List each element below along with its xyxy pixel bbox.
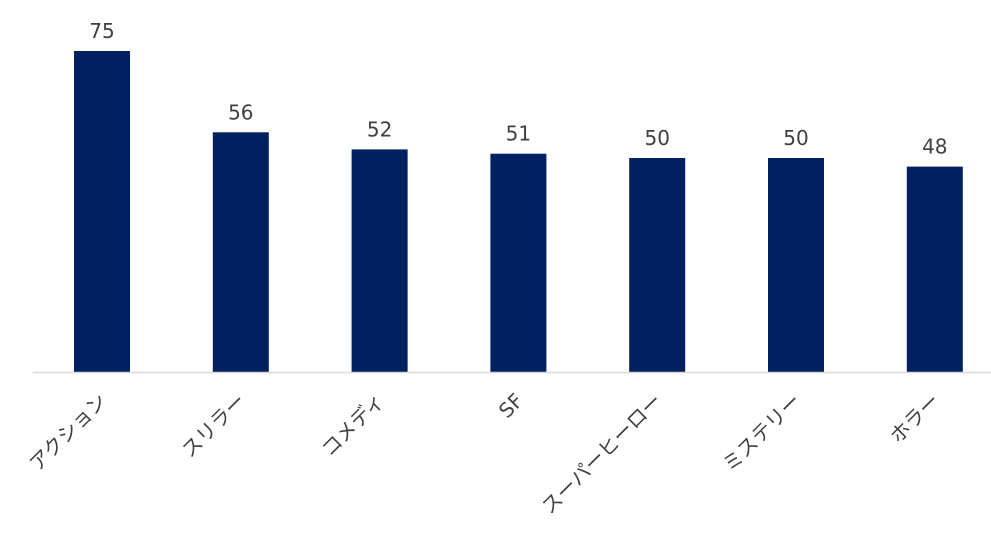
value-label-0: 75 — [89, 19, 114, 43]
category-label-6: ホラー — [885, 389, 944, 448]
category-label-0: アクション — [25, 389, 112, 476]
bar-2 — [351, 149, 408, 372]
value-label-3: 51 — [506, 122, 531, 146]
bars-group — [74, 51, 963, 372]
value-label-1: 56 — [228, 100, 253, 124]
bar-0 — [74, 51, 130, 372]
value-labels-group: 75 56 52 51 50 50 48 — [89, 19, 947, 159]
bar-3 — [490, 153, 547, 372]
category-labels-group: アクション スリラー コメディ SF スーパーヒーロー ミステリー ホラー — [25, 389, 945, 519]
value-label-5: 50 — [783, 126, 808, 150]
value-label-2: 52 — [367, 117, 392, 141]
bar-1 — [212, 132, 269, 372]
bar-6 — [906, 166, 963, 372]
category-label-3: SF — [494, 389, 528, 423]
value-label-4: 50 — [644, 126, 669, 150]
category-label-5: ミステリー — [718, 389, 806, 477]
category-label-1: スリラー — [177, 389, 251, 463]
bar-5 — [768, 158, 824, 372]
category-label-2: コメディ — [317, 389, 390, 462]
bar-4 — [629, 158, 686, 372]
value-label-6: 48 — [922, 135, 947, 159]
category-label-4: スーパーヒーロー — [537, 389, 667, 519]
